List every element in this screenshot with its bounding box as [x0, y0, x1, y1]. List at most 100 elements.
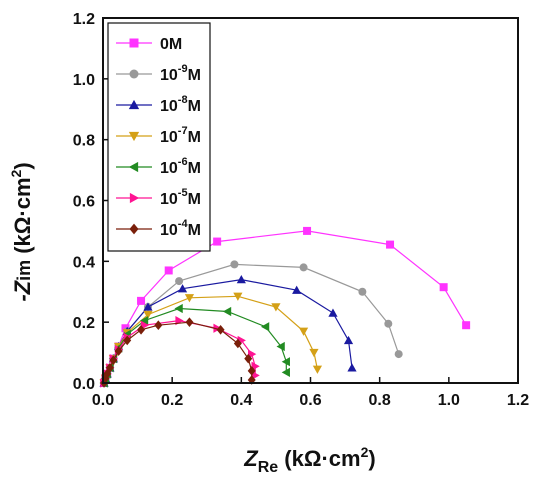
data-point [384, 319, 393, 328]
legend-label: 10-9M [160, 63, 201, 84]
data-point [230, 260, 239, 269]
series-4 [99, 303, 290, 388]
y-axis-title-sup: 2 [8, 169, 24, 177]
y-axis-title: -Zim (kΩ·cm2) [8, 162, 35, 301]
legend-label-base: 10 [160, 98, 178, 115]
x-tick-label: 0.0 [92, 392, 114, 409]
data-point [276, 341, 285, 352]
legend-entry: 10-6M [116, 156, 201, 177]
y-axis-title-close: ) [10, 162, 35, 169]
y-tick-label: 1.0 [73, 72, 95, 89]
x-tick-label: 0.4 [230, 392, 252, 409]
series-line [103, 263, 400, 384]
data-point [343, 335, 354, 345]
legend-label: 10-4M [160, 218, 201, 239]
data-point [236, 274, 246, 284]
data-point [386, 240, 395, 249]
data-point [260, 322, 270, 332]
data-point [281, 367, 290, 377]
legend-marker [129, 38, 139, 48]
legend-label: 10-6M [160, 156, 201, 177]
data-point [109, 355, 118, 365]
legend-label-exp: -5 [178, 187, 188, 199]
legend-label-base: 10 [160, 160, 178, 177]
series-6 [100, 317, 256, 388]
y-axis-title-sub: im [14, 260, 34, 281]
legend-entry: 10-8M [116, 94, 201, 115]
data-point [328, 308, 338, 317]
data-point [439, 283, 448, 292]
legend-label-base: 10 [160, 191, 178, 208]
x-axis-title-sup: 2 [361, 444, 369, 460]
y-axis-title-prefix: -Z [10, 279, 35, 301]
legend-label-exp: -9 [178, 63, 188, 75]
legend-label-unit: M [188, 222, 201, 239]
data-point [303, 226, 312, 235]
legend-label-unit: M [188, 98, 201, 115]
legend-entry: 10-4M [116, 218, 201, 239]
y-tick-label: 0.4 [73, 254, 95, 271]
data-point [299, 263, 308, 272]
legend-label: 0M [160, 36, 182, 53]
y-axis-title-unit: (kΩ·cm [10, 177, 35, 253]
data-point [233, 338, 242, 349]
legend-label-base: 10 [160, 222, 178, 239]
data-point [213, 237, 222, 246]
legend-marker [129, 192, 140, 204]
legend-label: 10-5M [160, 187, 201, 208]
data-point [292, 285, 302, 294]
legend-label-base: 10 [160, 67, 178, 84]
data-point [185, 317, 194, 327]
data-point [271, 303, 281, 312]
data-point [123, 335, 132, 346]
data-point [222, 306, 232, 317]
y-tick-label: 1.2 [73, 11, 95, 28]
data-point [394, 350, 403, 359]
legend-label-unit: M [188, 129, 201, 146]
data-point [143, 310, 153, 320]
y-tick-label: 0.2 [73, 315, 95, 332]
data-point [233, 292, 243, 301]
legend-label: 10-7M [160, 125, 201, 146]
legend-marker [128, 161, 139, 173]
data-point [177, 284, 188, 293]
data-point [137, 324, 146, 335]
legend-label-base: 0M [160, 36, 182, 53]
y-tick-label: 0.0 [73, 376, 95, 393]
legend-marker [128, 131, 140, 142]
data-point [358, 287, 367, 296]
data-point [216, 324, 225, 335]
legend-label-exp: -6 [178, 156, 188, 168]
legend-entry: 10-5M [116, 187, 201, 208]
data-point [309, 348, 319, 358]
x-tick-label: 1.0 [438, 392, 460, 409]
x-tick-label: 0.2 [161, 392, 183, 409]
legend-label-exp: -7 [178, 125, 188, 137]
data-point [312, 365, 323, 374]
data-point [184, 294, 195, 303]
legend-label-exp: -4 [178, 218, 189, 230]
data-point [139, 316, 149, 326]
legend-label-exp: -8 [178, 94, 188, 106]
legend-entry: 10-9M [116, 63, 201, 84]
legend-entry: 10-7M [116, 125, 201, 146]
legend-label-unit: M [188, 67, 201, 84]
legend-label: 10-8M [160, 94, 201, 115]
data-point [247, 366, 256, 376]
legend-box [107, 22, 211, 252]
series-line [103, 307, 287, 384]
data-point [298, 327, 309, 336]
data-point [137, 296, 146, 305]
data-point [164, 266, 173, 275]
x-axis-title-unit: (kΩ·cm [284, 446, 360, 471]
data-point [213, 323, 222, 333]
legend-label-unit: M [188, 160, 201, 177]
data-point [143, 302, 153, 311]
data-point [347, 363, 357, 372]
x-tick-label: 1.2 [507, 392, 529, 409]
data-point [281, 357, 290, 367]
x-axis-title-sub: Re [258, 459, 279, 476]
data-point [175, 277, 184, 286]
y-tick-label: 0.6 [73, 194, 95, 211]
